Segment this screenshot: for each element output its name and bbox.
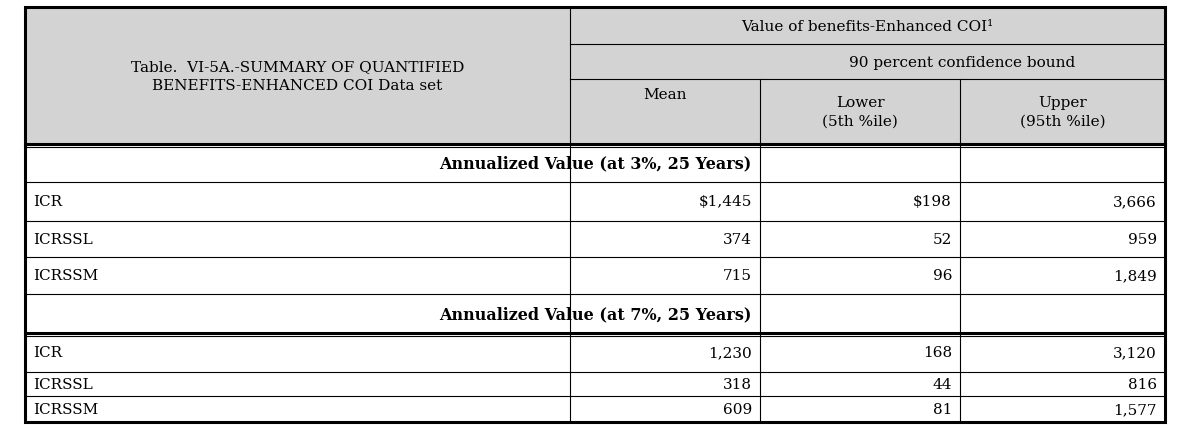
Text: 96: 96 — [933, 269, 952, 283]
Text: 90 percent confidence bound: 90 percent confidence bound — [850, 55, 1076, 69]
Text: $1,445: $1,445 — [699, 195, 752, 209]
Text: Mean: Mean — [644, 88, 687, 102]
Text: 3,120: 3,120 — [1114, 346, 1157, 359]
Bar — [25, 8, 1165, 144]
Text: 318: 318 — [724, 377, 752, 391]
Text: 52: 52 — [933, 233, 952, 246]
Text: Table.  VI-5A.-SUMMARY OF QUANTIFIED
BENEFITS-ENHANCED COI Data set: Table. VI-5A.-SUMMARY OF QUANTIFIED BENE… — [131, 60, 464, 92]
Text: 3,666: 3,666 — [1114, 195, 1157, 209]
Text: Annualized Value (at 7%, 25 Years): Annualized Value (at 7%, 25 Years) — [439, 305, 751, 322]
Text: ICRSSM: ICRSSM — [33, 402, 99, 416]
Text: Upper
(95th %ile): Upper (95th %ile) — [1020, 96, 1106, 129]
Text: 81: 81 — [933, 402, 952, 416]
Text: 1,577: 1,577 — [1114, 402, 1157, 416]
Text: 374: 374 — [724, 233, 752, 246]
Text: Value of benefits-Enhanced COI¹: Value of benefits-Enhanced COI¹ — [741, 19, 994, 34]
Text: 168: 168 — [923, 346, 952, 359]
Text: 959: 959 — [1128, 233, 1157, 246]
Text: 1,849: 1,849 — [1114, 269, 1157, 283]
Text: 44: 44 — [933, 377, 952, 391]
Text: Annualized Value (at 3%, 25 Years): Annualized Value (at 3%, 25 Years) — [439, 155, 751, 172]
Text: ICRSSM: ICRSSM — [33, 269, 99, 283]
Text: 816: 816 — [1128, 377, 1157, 391]
Text: ICR: ICR — [33, 195, 62, 209]
Text: ICR: ICR — [33, 346, 62, 359]
Text: 715: 715 — [724, 269, 752, 283]
Text: $198: $198 — [913, 195, 952, 209]
Text: ICRSSL: ICRSSL — [33, 233, 93, 246]
Text: 1,230: 1,230 — [708, 346, 752, 359]
Text: 609: 609 — [722, 402, 752, 416]
Text: Lower
(5th %ile): Lower (5th %ile) — [822, 96, 898, 129]
Text: ICRSSL: ICRSSL — [33, 377, 93, 391]
Bar — [25, 144, 1165, 422]
